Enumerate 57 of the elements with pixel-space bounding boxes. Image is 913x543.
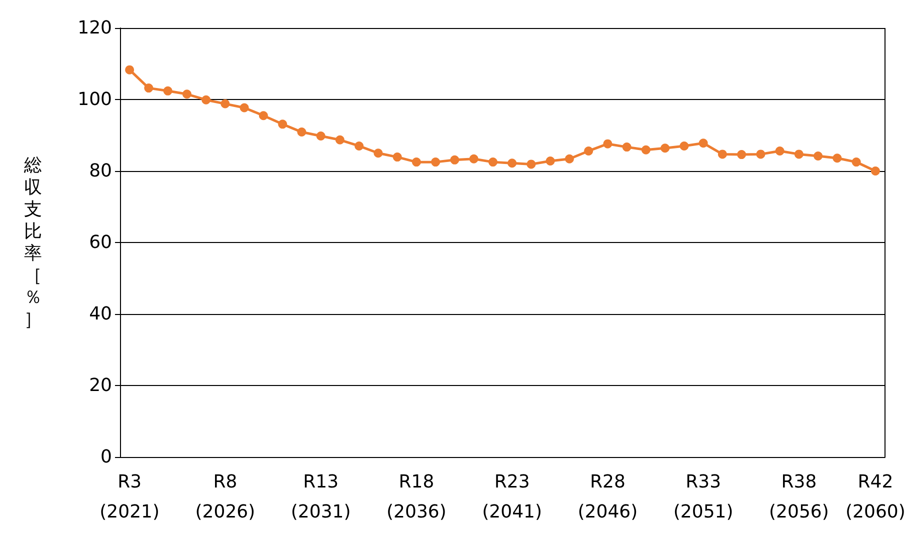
point <box>220 99 230 108</box>
point <box>870 166 880 176</box>
x-tick-label: R28 (2046) <box>578 472 638 522</box>
x-tick-label: R42 (2060) <box>846 472 906 522</box>
point <box>832 154 842 163</box>
point <box>546 156 555 166</box>
y-axis-title: 総収支比率［％］ <box>23 155 42 330</box>
point <box>431 158 440 167</box>
y-tick-label: 120 <box>78 18 112 38</box>
point <box>374 148 383 158</box>
point <box>584 146 594 156</box>
y-tick-label: 80 <box>89 160 112 182</box>
y-tick-label: 0 <box>100 446 112 468</box>
point <box>641 145 650 154</box>
point <box>488 158 498 167</box>
point <box>258 111 268 120</box>
point <box>469 154 478 164</box>
point <box>412 158 421 167</box>
point <box>163 86 172 96</box>
x-tick-label: R33 (2051) <box>673 472 734 522</box>
point <box>354 141 364 150</box>
y-tick-label: 100 <box>78 89 112 110</box>
point <box>392 152 402 162</box>
x-tick-label: R38 (2056) <box>769 472 829 522</box>
point <box>698 138 708 148</box>
y-tick-label: 20 <box>89 375 112 396</box>
point <box>240 103 249 112</box>
x-tick-label: R18 (2036) <box>386 472 446 522</box>
point <box>756 150 766 159</box>
point <box>335 135 344 144</box>
point <box>297 128 306 137</box>
point <box>526 160 536 169</box>
point <box>202 95 211 104</box>
point <box>508 158 517 168</box>
point <box>316 131 326 140</box>
x-tick-label: R23 (2041) <box>482 472 542 522</box>
point <box>737 150 746 160</box>
point <box>622 142 632 152</box>
point <box>450 155 460 164</box>
y-tick-label: 60 <box>89 232 112 253</box>
point <box>680 141 689 150</box>
x-tick-label: R8 (2026) <box>195 472 256 522</box>
x-tick-label: R3 (2021) <box>100 472 160 522</box>
point <box>278 120 288 129</box>
y-tick-label: 40 <box>89 304 112 324</box>
x-tick-label: R13 (2031) <box>290 472 351 522</box>
point <box>182 90 192 99</box>
point <box>814 151 823 160</box>
point <box>603 139 612 148</box>
point <box>125 65 134 74</box>
point <box>564 154 574 164</box>
point <box>775 146 784 156</box>
point <box>144 84 154 93</box>
point <box>660 144 670 153</box>
point <box>794 150 804 159</box>
point <box>852 158 861 167</box>
point <box>718 150 727 159</box>
